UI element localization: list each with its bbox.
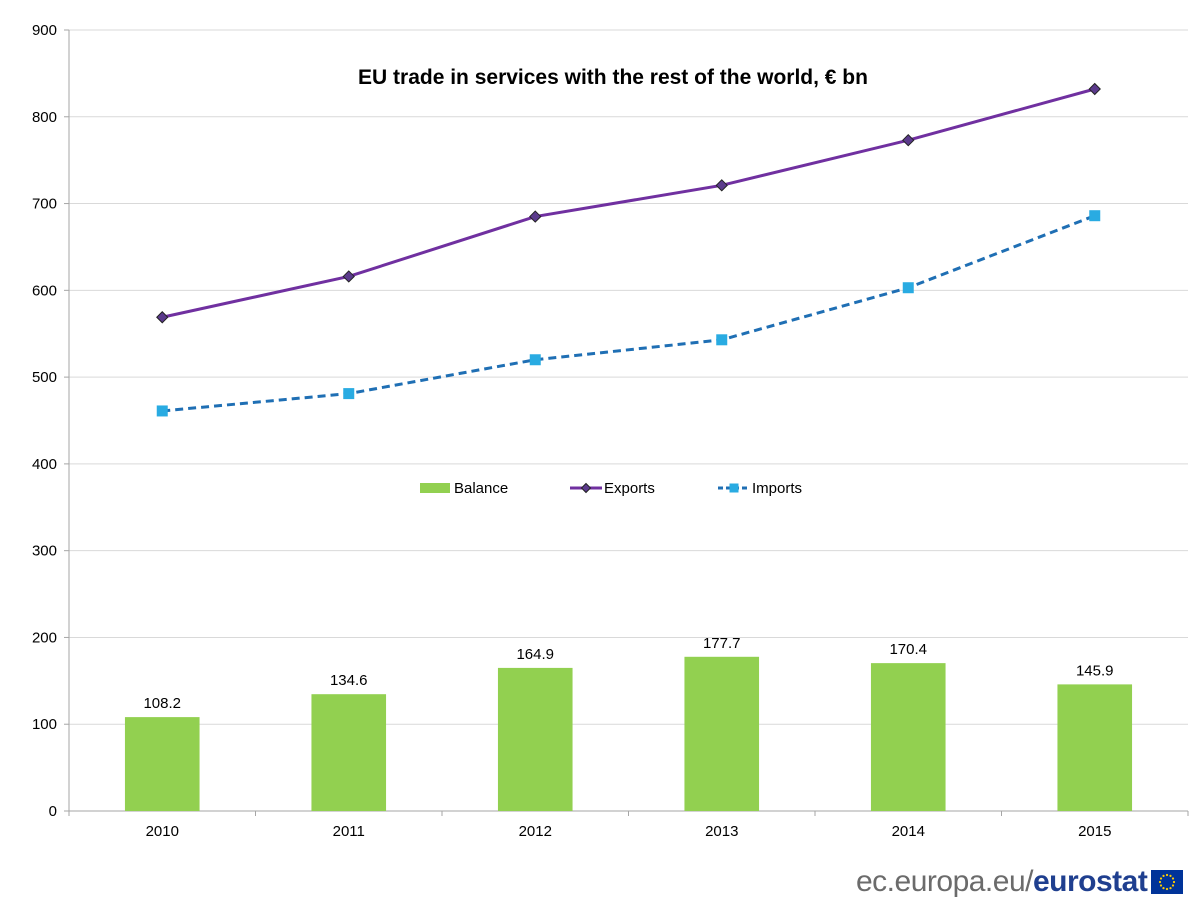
x-tick-label: 2010	[146, 823, 179, 840]
y-tick-label: 800	[32, 109, 57, 126]
exports-line	[161, 87, 1096, 319]
x-tick-label: 2015	[1078, 823, 1111, 840]
balance-bar-label: 145.9	[1076, 662, 1114, 679]
line-series	[156, 82, 1101, 417]
balance-bar-label: 108.2	[143, 695, 181, 712]
legend-marker-imports	[729, 483, 739, 493]
balance-bars: 108.2 134.6 164.9 177.7 170.4 145.9	[124, 635, 1133, 811]
imports-point	[343, 388, 355, 400]
imports-point	[1089, 210, 1101, 222]
chart-title: EU trade in services with the rest of th…	[358, 66, 868, 89]
y-tick-label: 400	[32, 456, 57, 473]
imports-line	[162, 214, 1096, 413]
imports-point	[156, 405, 168, 417]
balance-bar-label: 134.6	[330, 672, 368, 689]
imports-point	[529, 354, 541, 366]
balance-bar	[684, 656, 760, 811]
legend-label-exports: Exports	[604, 480, 655, 497]
balance-bar	[870, 663, 946, 811]
footer-brand: eurostat	[1032, 865, 1148, 898]
y-tick-label: 300	[32, 543, 57, 560]
exports-point	[156, 311, 169, 324]
footer-url: ec.europa.eu/	[856, 865, 1033, 898]
chart: 0 100 200 300 400 500 600 700 800 900 2010 2011 2012…	[32, 22, 1189, 840]
balance-bar	[497, 667, 573, 811]
y-tick-label: 200	[32, 629, 57, 646]
y-tick-label: 600	[32, 282, 57, 299]
legend-label-imports: Imports	[752, 480, 802, 497]
eurostat-footer: ec.europa.eu/ eurostat	[856, 862, 1184, 902]
balance-bar	[1057, 684, 1133, 811]
y-tick-label: 700	[32, 196, 57, 213]
y-tick-label: 100	[32, 716, 57, 733]
legend-marker-exports	[580, 482, 592, 494]
y-tick-label: 500	[32, 369, 57, 386]
balance-bar-label: 177.7	[703, 635, 741, 652]
x-tick-label: 2013	[705, 823, 738, 840]
exports-point	[715, 179, 728, 192]
eu-flag-icon	[1151, 870, 1184, 894]
x-tick-label: 2011	[333, 823, 365, 840]
x-tick-label: 2012	[519, 823, 552, 840]
exports-point	[342, 270, 355, 283]
balance-bar	[124, 717, 200, 811]
y-tick-label: 900	[32, 22, 57, 39]
exports-point	[902, 134, 915, 147]
imports-point	[902, 282, 914, 294]
legend-label-balance: Balance	[454, 480, 508, 497]
balance-bar-label: 170.4	[889, 641, 927, 658]
balance-bar	[311, 694, 387, 811]
legend-swatch-balance	[420, 483, 450, 493]
imports-point	[716, 334, 728, 346]
exports-point	[1088, 82, 1101, 96]
exports-point	[529, 210, 542, 223]
x-tick-label: 2014	[892, 823, 925, 840]
legend: Balance Exports Imports	[420, 480, 802, 497]
gridlines	[69, 29, 1188, 725]
axes: 0 100 200 300 400 500 600 700 800 900 2010 2011 2012…	[32, 22, 1189, 840]
balance-bar-label: 164.9	[516, 646, 554, 663]
y-tick-label: 0	[49, 803, 57, 820]
